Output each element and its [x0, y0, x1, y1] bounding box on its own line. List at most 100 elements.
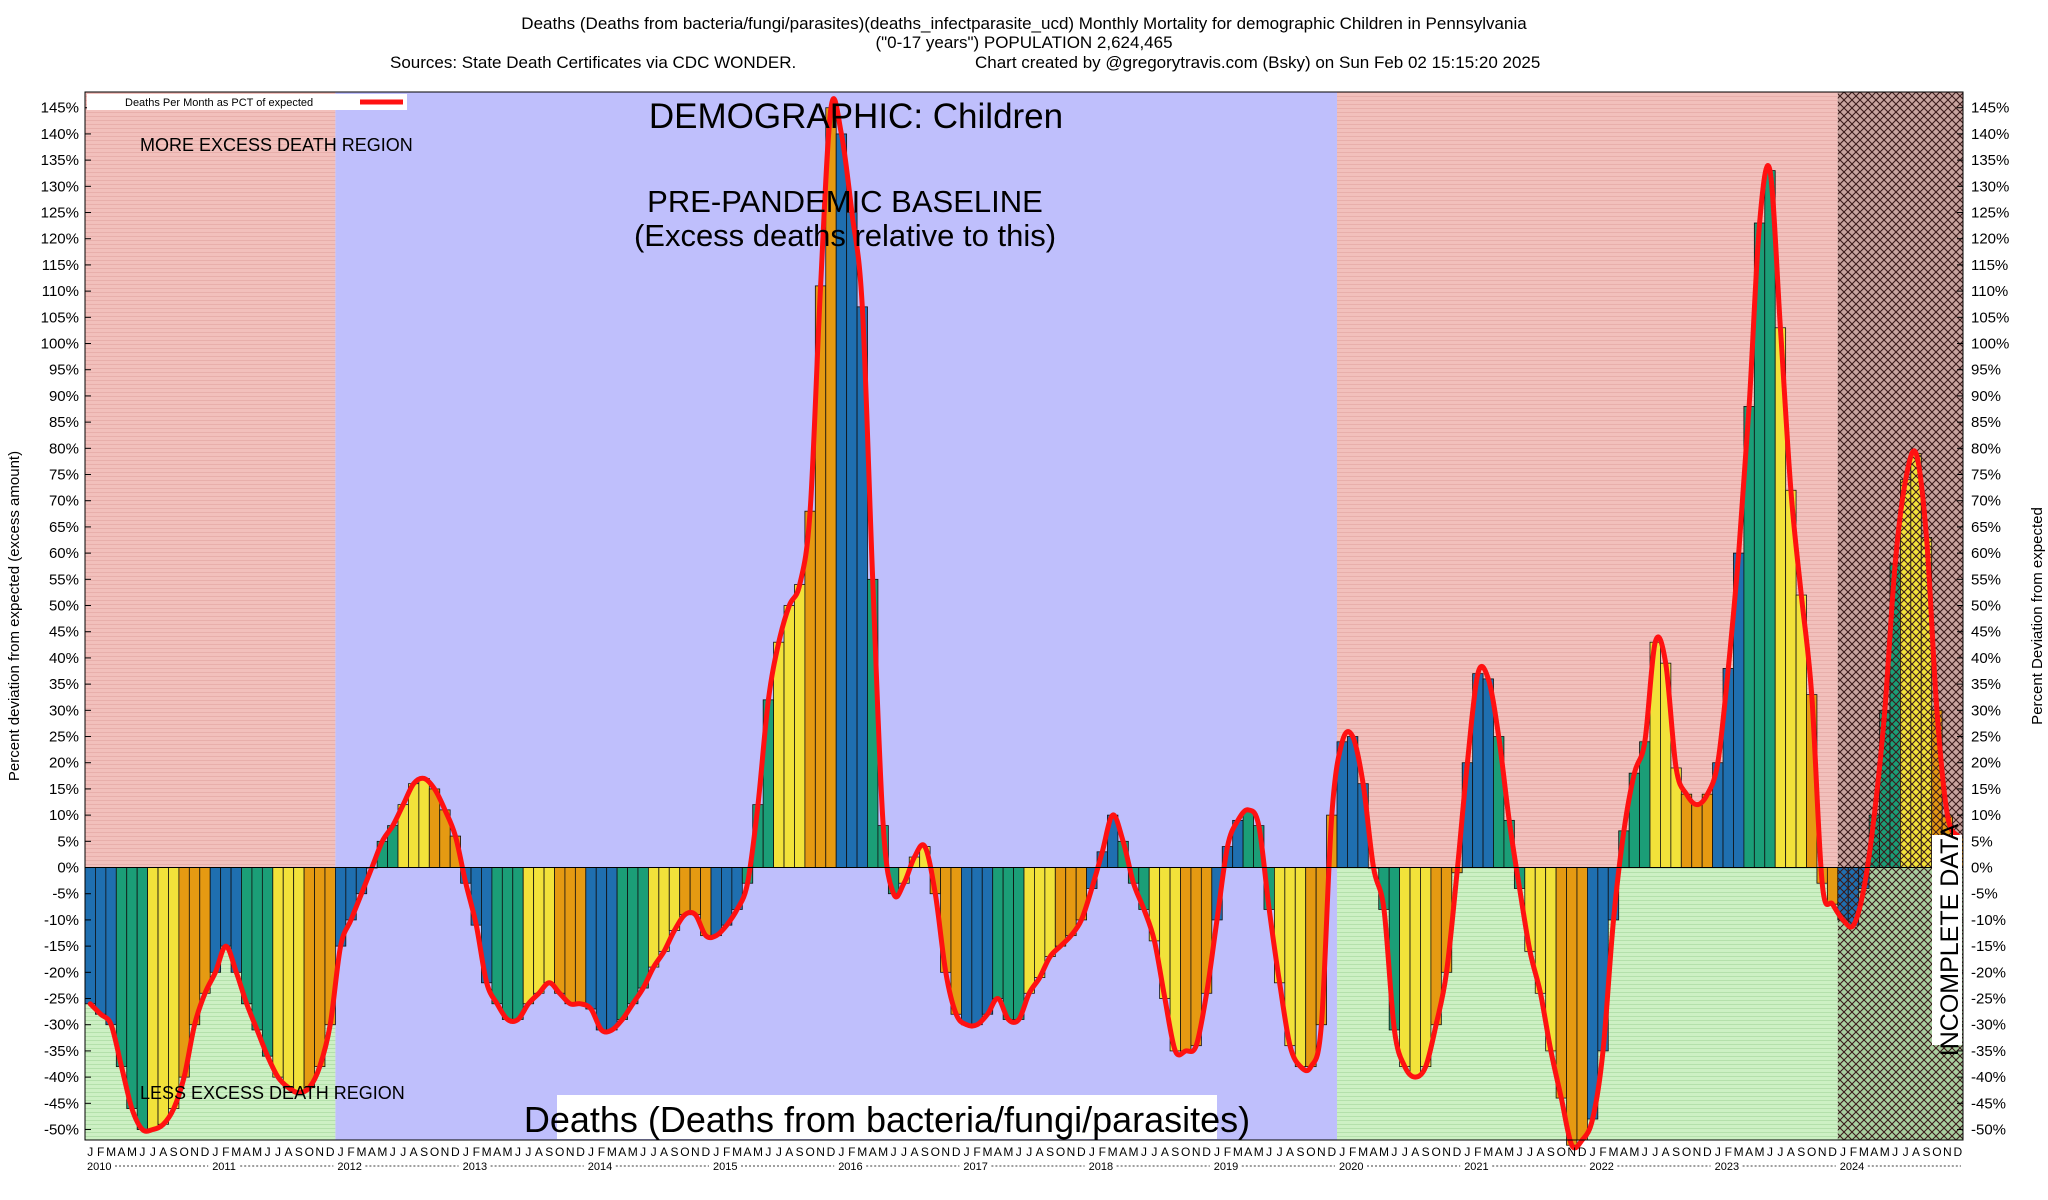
bar-month-66 — [773, 641, 785, 868]
bar-month-15 — [241, 867, 253, 1005]
xtick-month-label: O — [1181, 1145, 1190, 1159]
xtick-month-label: S — [1296, 1145, 1304, 1159]
ytick-right-label: -15% — [1971, 938, 2006, 955]
y-axis-label-right: Percent Deviation from expected — [2029, 507, 2046, 725]
xtick-month-label: N — [1192, 1145, 1201, 1159]
bar-month-51 — [616, 867, 628, 1020]
ytick-left-label: 140% — [41, 126, 79, 143]
ytick-right-label: 100% — [1971, 336, 2009, 353]
ytick-left-label: 145% — [41, 100, 79, 117]
xtick-month-label: M — [1504, 1145, 1514, 1159]
ytick-right-label: 40% — [1971, 650, 2001, 667]
ytick-right-label: 130% — [1971, 178, 2009, 195]
bar-month-105 — [1180, 867, 1192, 1052]
xtick-month-label: J — [1016, 1145, 1022, 1159]
bar-month-3 — [115, 867, 128, 1068]
ytick-right-label: 105% — [1971, 309, 2009, 326]
xtick-month-label: F — [473, 1145, 480, 1159]
bar-month-142 — [1566, 867, 1578, 1146]
xtick-month-label: S — [1797, 1145, 1805, 1159]
bar-month-22 — [314, 867, 326, 1068]
xtick-month-label: M — [1734, 1145, 1744, 1159]
ytick-right-label: -35% — [1971, 1043, 2006, 1060]
xtick-month-label: M — [252, 1145, 262, 1159]
bar-month-161 — [1764, 170, 1776, 868]
xtick-month-label: F — [1099, 1145, 1106, 1159]
ytick-right-label: 0% — [1971, 860, 1993, 877]
xtick-month-label: J — [1391, 1145, 1397, 1159]
baseline-label: PRE-PANDEMIC BASELINE — [647, 184, 1043, 219]
ytick-right-label: -45% — [1971, 1095, 2006, 1112]
less-excess-region-label: LESS EXCESS DEATH REGION — [140, 1083, 405, 1103]
xtick-year-label: 2021 — [1464, 1161, 1488, 1173]
xtick-month-label: S — [420, 1145, 428, 1159]
ytick-left-label: 95% — [49, 362, 79, 379]
xtick-month-label: N — [1818, 1145, 1827, 1159]
xtick-month-label: O — [555, 1145, 564, 1159]
ytick-right-label: 60% — [1971, 545, 2001, 562]
xtick-month-label: J — [1590, 1145, 1596, 1159]
xtick-month-label: O — [430, 1145, 439, 1159]
xtick-month-label: J — [776, 1145, 782, 1159]
ytick-left-label: 135% — [41, 152, 79, 169]
ytick-left-label: 10% — [49, 807, 79, 824]
xtick-month-label: M — [1108, 1145, 1118, 1159]
xtick-month-label: A — [535, 1145, 543, 1159]
bar-month-127 — [1409, 867, 1421, 1078]
xtick-month-label: S — [1672, 1145, 1680, 1159]
ytick-left-label: 70% — [49, 493, 79, 510]
xtick-month-label: J — [515, 1145, 521, 1159]
bar-month-44 — [543, 867, 555, 984]
chart-credit: Chart created by @gregorytravis.com (Bsk… — [975, 53, 1541, 72]
ytick-left-label: -40% — [44, 1069, 79, 1086]
xtick-month-label: F — [1850, 1145, 1857, 1159]
bar-month-86 — [981, 867, 994, 1015]
ytick-right-label: 20% — [1971, 755, 2001, 772]
xtick-month-label: O — [680, 1145, 689, 1159]
xtick-month-label: J — [463, 1145, 469, 1159]
xtick-month-label: M — [857, 1145, 867, 1159]
xtick-month-label: S — [1171, 1145, 1179, 1159]
xtick-month-label: M — [1358, 1145, 1368, 1159]
ytick-right-label: -10% — [1971, 912, 2006, 929]
ytick-left-label: 90% — [49, 388, 79, 405]
bar-month-116 — [1294, 867, 1307, 1068]
bar-month-41 — [512, 867, 524, 1020]
xtick-month-label: O — [1932, 1145, 1941, 1159]
xtick-month-label: A — [1370, 1145, 1378, 1159]
bar-month-58 — [689, 867, 701, 916]
legend-box — [87, 94, 407, 110]
ytick-right-label: 120% — [1971, 231, 2009, 248]
xtick-month-label: J — [964, 1145, 970, 1159]
xtick-month-label: D — [1953, 1145, 1962, 1159]
ytick-left-label: -35% — [44, 1043, 79, 1060]
bar-month-167 — [1826, 867, 1839, 905]
bar-month-17 — [261, 867, 274, 1057]
bar-month-31 — [408, 783, 420, 868]
xtick-month-label: A — [1286, 1145, 1294, 1159]
ytick-right-label: 45% — [1971, 624, 2001, 641]
baseline-sublabel: (Excess deaths relative to this) — [634, 218, 1056, 253]
xtick-month-label: M — [878, 1145, 888, 1159]
bar-month-153 — [1680, 793, 1693, 868]
xtick-month-label: F — [598, 1145, 605, 1159]
xtick-month-label: A — [910, 1145, 918, 1159]
ytick-left-label: 75% — [49, 467, 79, 484]
ytick-left-label: 110% — [42, 283, 79, 300]
bar-month-89 — [1013, 867, 1025, 1020]
bar-month-85 — [971, 867, 983, 1026]
xtick-month-label: M — [1629, 1145, 1639, 1159]
bar-month-43 — [533, 867, 545, 994]
xtick-month-label: O — [1056, 1145, 1065, 1159]
xtick-month-label: A — [118, 1145, 126, 1159]
xtick-year-label: 2016 — [838, 1161, 862, 1173]
bar-month-128 — [1420, 867, 1432, 1068]
bar-month-2 — [105, 867, 117, 1026]
xtick-month-label: A — [744, 1145, 752, 1159]
xtick-month-label: S — [545, 1145, 553, 1159]
xtick-month-label: N — [1317, 1145, 1326, 1159]
bar-month-88 — [1002, 867, 1014, 1020]
ytick-right-label: 125% — [1971, 205, 2009, 222]
xtick-month-label: J — [400, 1145, 406, 1159]
xtick-month-label: A — [1161, 1145, 1169, 1159]
